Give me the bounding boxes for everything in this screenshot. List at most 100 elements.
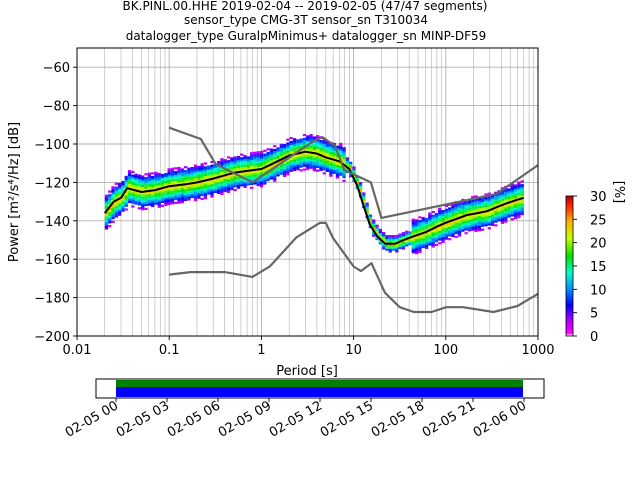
heatmap-cell	[250, 163, 254, 166]
heatmap-cell	[401, 247, 406, 250]
heatmap-cell	[474, 222, 478, 225]
heatmap-cell	[217, 186, 221, 189]
heatmap-cell	[170, 188, 175, 191]
heatmap-cell	[200, 192, 204, 195]
heatmap-cell	[461, 223, 465, 226]
heatmap-cell	[464, 209, 468, 212]
heatmap-cell	[289, 162, 293, 165]
heatmap-cell	[517, 187, 521, 190]
heatmap-cell	[266, 148, 270, 151]
heatmap-cell	[306, 164, 310, 167]
heatmap-cell	[230, 163, 234, 166]
heatmap-cell	[401, 243, 406, 246]
colorbar-tick-label: 30	[590, 190, 607, 205]
heatmap-cell	[428, 224, 432, 227]
heatmap-cell	[240, 178, 244, 181]
heatmap-cell	[157, 186, 161, 189]
heatmap-cell	[494, 197, 498, 200]
heatmap-cell	[322, 162, 326, 165]
heatmap-cell	[151, 179, 155, 183]
x-tick-label: 1	[257, 343, 265, 358]
heatmap-cell	[431, 218, 435, 221]
heatmap-cell	[167, 176, 171, 179]
heatmap-cell	[438, 209, 442, 212]
heatmap-cell	[279, 151, 283, 154]
heatmap-cell	[160, 195, 165, 198]
heatmap-cell	[464, 224, 468, 227]
heatmap-cell	[157, 180, 161, 183]
heatmap-cell	[454, 224, 458, 227]
x-tick-label: 0.1	[159, 343, 180, 358]
heatmap-cell	[461, 219, 465, 223]
heatmap-cell	[187, 177, 191, 180]
heatmap-cell	[187, 192, 191, 195]
heatmap-cell	[306, 152, 310, 155]
heatmap-cell	[289, 163, 293, 167]
heatmap-cell	[451, 208, 455, 211]
heatmap-cell	[253, 151, 257, 154]
heatmap-cell	[451, 217, 455, 220]
heatmap-cell	[401, 234, 406, 237]
heatmap-cell	[312, 165, 316, 168]
heatmap-cell	[471, 217, 475, 220]
heatmap-cell	[418, 225, 422, 229]
heatmap-cell	[187, 184, 191, 187]
heatmap-cell	[137, 197, 142, 200]
heatmap-cell	[154, 196, 158, 199]
heatmap-cell	[104, 215, 109, 219]
heatmap-cell	[319, 143, 323, 147]
heatmap-cell	[504, 201, 508, 204]
heatmap-cell	[236, 155, 241, 159]
heatmap-cell	[131, 201, 135, 204]
heatmap-cell	[250, 182, 254, 185]
heatmap-cell	[131, 176, 135, 179]
heatmap-cell	[520, 213, 524, 216]
heatmap-cell	[434, 238, 439, 241]
heatmap-cell	[283, 163, 287, 166]
heatmap-cell	[391, 235, 396, 238]
heatmap-cell	[398, 239, 402, 242]
heatmap-cell	[405, 230, 409, 233]
heatmap-cell	[461, 206, 465, 209]
heatmap-cell	[164, 175, 168, 178]
heatmap-cell	[507, 196, 511, 199]
heatmap-cell	[411, 251, 415, 254]
heatmap-cell	[259, 183, 264, 186]
heatmap-cell	[108, 221, 112, 224]
heatmap-cell	[256, 183, 260, 187]
heatmap-cell	[193, 178, 198, 181]
heatmap-cell	[467, 206, 472, 209]
timeline-data-bar	[116, 387, 523, 397]
heatmap-cell	[226, 187, 231, 190]
heatmap-cell	[339, 150, 343, 153]
heatmap-cell	[259, 179, 264, 182]
heatmap-cell	[322, 145, 326, 148]
heatmap-cell	[514, 194, 518, 197]
heatmap-cell	[477, 210, 481, 213]
heatmap-cell	[464, 218, 468, 221]
heatmap-cell	[309, 143, 313, 146]
heatmap-cell	[266, 161, 270, 164]
heatmap-cell	[444, 212, 448, 215]
heatmap-cell	[438, 223, 442, 226]
heatmap-cell	[418, 239, 422, 242]
heatmap-cell	[484, 197, 488, 200]
heatmap-cell	[415, 232, 419, 235]
heatmap-cell	[504, 195, 508, 198]
heatmap-cell	[514, 215, 518, 218]
heatmap-cell	[174, 188, 178, 191]
heatmap-cell	[131, 180, 135, 183]
heatmap-cell	[345, 159, 349, 162]
heatmap-cell	[484, 193, 488, 196]
heatmap-cell	[233, 164, 237, 167]
heatmap-cell	[309, 164, 313, 167]
heatmap-cell	[230, 186, 234, 189]
heatmap-cell	[487, 206, 491, 209]
heatmap-cell	[431, 232, 435, 235]
heatmap-cell	[405, 244, 409, 247]
heatmap-cell	[332, 165, 336, 169]
heatmap-cell	[283, 146, 287, 149]
timeline-tick-label: 02-05 00	[63, 398, 121, 440]
heatmap-cell	[467, 200, 472, 203]
heatmap-cell	[250, 167, 254, 170]
